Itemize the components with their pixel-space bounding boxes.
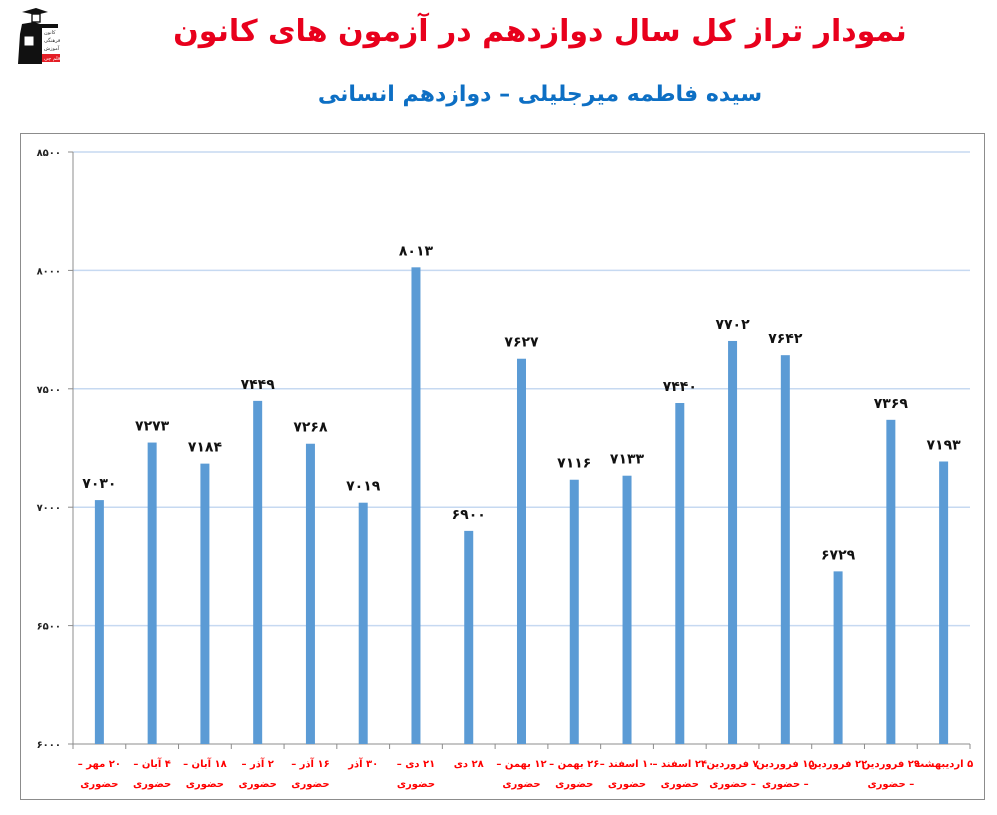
y-tick-label: ۷۰۰۰ (37, 503, 61, 514)
bar (675, 403, 685, 744)
bar (622, 475, 632, 744)
bar (886, 419, 896, 744)
x-axis (72, 743, 971, 749)
category-label: ۱۲ بهمن – (496, 759, 546, 770)
bar (569, 479, 579, 744)
y-tick-label: ۶۵۰۰ (37, 622, 61, 633)
y-tick-label: ۷۵۰۰ (37, 385, 61, 396)
category-label-line2: حضوری (608, 779, 646, 790)
value-label: ۷۱۳۳ (610, 452, 645, 468)
chart-title: نمودار تراز کل سال دوازدهم در آزمون های … (173, 14, 907, 49)
value-label: ۷۴۴۰ (663, 379, 697, 395)
category-label-line2: حضوری (502, 779, 540, 790)
value-label: ۷۴۴۹ (241, 377, 276, 393)
category-label: ۵ اردیبهشت (914, 759, 973, 770)
bar (939, 461, 949, 744)
category-label: ۱۵ فروردین (756, 759, 814, 770)
bar (833, 571, 843, 744)
category-label: ۲۱ دی – (397, 759, 435, 770)
category-label: ۲۹ فروردین (862, 759, 920, 770)
category-label-line2: حضوری (239, 779, 277, 790)
value-label: ۷۲۶۸ (293, 420, 328, 436)
category-label: ۲۶ بهمن – (549, 759, 599, 770)
kanoon-logo: کانون فرهنگی آموزش قلم چی (14, 6, 64, 66)
value-labels: ۷۰۳۰ ۷۲۷۳ ۷۱۸۴ ۷۴۴۹ ۷۲۶۸ ۷۰۱۹ ۸۰۱۳ ۶۹۰۰ ۷۶۲۷ ۷۱۱۶… (82, 243, 961, 563)
category-label-line2: حضوری (661, 779, 699, 790)
category-label-line2: – حضوری (709, 779, 756, 790)
bar (94, 500, 104, 744)
bar (305, 443, 315, 744)
category-label-line2: حضوری (555, 779, 593, 790)
value-label: ۷۶۲۷ (504, 335, 539, 351)
category-label: ۳۰ آذر (347, 757, 378, 770)
category-label: ۲ آذر – (241, 757, 273, 770)
bar (200, 463, 210, 744)
graduate-logo-icon: کانون فرهنگی آموزش قلم چی (18, 8, 61, 64)
y-tick-label: ۶۰۰۰ (37, 740, 61, 751)
bar (358, 502, 368, 744)
chart-subtitle: سیده فاطمه میرجلیلی – دوازدهم انسانی (317, 82, 763, 107)
bar (728, 340, 738, 744)
value-label: ۷۱۱۶ (557, 456, 591, 472)
value-label: ۸۰۱۳ (399, 243, 434, 259)
svg-text:فرهنگی: فرهنگی (44, 37, 61, 44)
bar (517, 358, 526, 744)
svg-text:کانون: کانون (44, 30, 56, 36)
value-label: ۷۱۸۴ (188, 440, 223, 456)
category-label-line2: – حضوری (762, 779, 809, 790)
y-tick-label: ۸۰۰۰ (37, 266, 61, 277)
category-label-line2: حضوری (80, 779, 118, 790)
svg-text:آموزش: آموزش (44, 45, 60, 52)
bar (147, 442, 157, 744)
category-label-line2: – حضوری (867, 779, 914, 790)
category-label: ۲۰ مهر – (78, 759, 121, 770)
value-label: ۷۶۴۲ (768, 331, 803, 347)
category-labels: ۲۰ مهر – حضوری ۴ آبان – حضوری ۱۸ آبان – حضوری… (78, 757, 973, 790)
bar-series (94, 267, 949, 744)
category-label-line2: حضوری (397, 779, 435, 790)
category-label: ۷ فروردین (706, 759, 758, 770)
bar (464, 530, 474, 744)
category-label-line2: حضوری (133, 779, 171, 790)
category-label: ۲۴ اسفند – (653, 759, 708, 770)
bar (780, 355, 790, 744)
category-label: ۱۰ اسفند – (600, 759, 655, 770)
bar (411, 267, 421, 744)
y-axis: ۶۰۰۰ ۶۵۰۰ ۷۰۰۰ ۷۵۰۰ ۸۰۰۰ ۸۵۰۰ (37, 148, 74, 751)
chart-frame (20, 133, 985, 800)
category-label: ۴ آبان – (133, 757, 171, 770)
value-label: ۷۲۷۳ (135, 419, 170, 435)
y-tick-label: ۸۵۰۰ (37, 148, 61, 159)
category-label-line2: حضوری (291, 779, 329, 790)
value-label: ۷۰۳۰ (82, 476, 116, 492)
category-label: ۱۶ آذر – (291, 757, 330, 770)
category-label: ۱۸ آبان – (183, 757, 227, 770)
value-label: ۷۷۰۲ (715, 317, 750, 333)
value-label: ۶۷۲۹ (821, 547, 856, 563)
value-label: ۷۰۱۹ (346, 479, 381, 495)
bar (253, 400, 263, 744)
category-label: ۲۲ فروردین (809, 759, 867, 770)
category-label: ۲۸ دی (454, 759, 484, 770)
value-label: ۷۱۹۳ (927, 437, 962, 453)
category-label-line2: حضوری (186, 779, 224, 790)
value-label: ۷۳۶۹ (874, 396, 909, 412)
svg-text:قلم چی: قلم چی (44, 56, 61, 62)
value-label: ۶۹۰۰ (452, 507, 486, 523)
